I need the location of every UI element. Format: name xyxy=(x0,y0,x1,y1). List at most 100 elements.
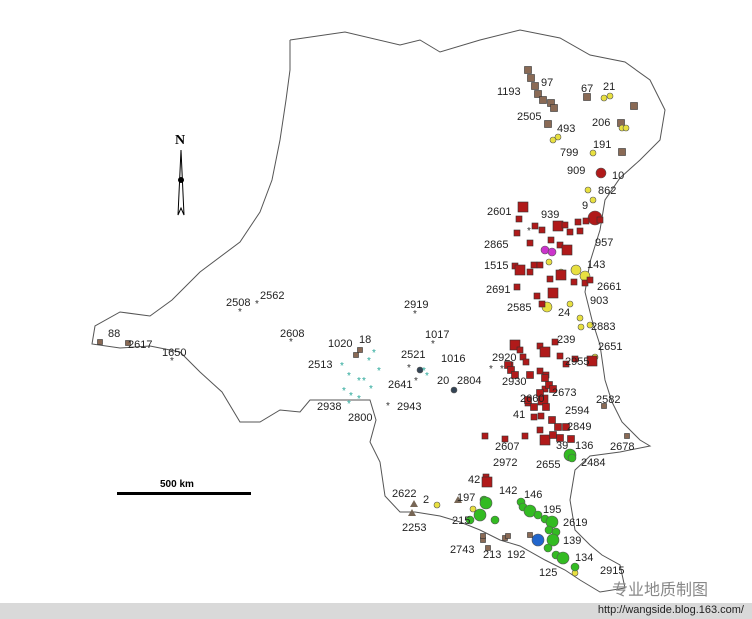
deposit-label: 2651 xyxy=(598,341,622,353)
square-marker xyxy=(538,300,546,308)
square-marker xyxy=(530,261,538,269)
square-marker xyxy=(507,366,515,374)
square-marker xyxy=(555,269,567,281)
star-marker: * xyxy=(527,226,531,237)
circle-marker xyxy=(545,258,553,266)
deposit-label: 1020 xyxy=(328,338,352,350)
deposit-label: 2915 xyxy=(600,565,624,577)
square-marker xyxy=(548,416,556,424)
square-marker xyxy=(618,148,626,156)
deposit-label: 1193 xyxy=(497,86,521,98)
deposit-label: 2919 xyxy=(404,299,428,311)
deposit-label: 2505 xyxy=(517,111,541,123)
square-marker xyxy=(524,396,532,404)
square-marker xyxy=(566,228,574,236)
deposit-label: 2691 xyxy=(486,284,510,296)
star-marker: * xyxy=(357,376,361,387)
square-marker xyxy=(624,433,630,439)
deposit-label: 2804 xyxy=(457,375,481,387)
square-marker xyxy=(545,381,553,389)
deposit-label: 142 xyxy=(499,485,517,497)
deposit-label: 21 xyxy=(603,81,615,93)
deposit-label: 139 xyxy=(563,535,581,547)
circle-marker xyxy=(589,149,597,157)
deposit-label: 1017 xyxy=(425,329,449,341)
deposit-label: 88 xyxy=(108,328,120,340)
deposit-label: 143 xyxy=(587,259,605,271)
circle-marker xyxy=(606,92,614,100)
star-marker: * xyxy=(238,307,242,318)
deposit-label: 24 xyxy=(558,307,570,319)
deposit-label: 2253 xyxy=(402,522,426,534)
star-marker: * xyxy=(369,384,373,395)
square-marker xyxy=(570,278,578,286)
square-marker xyxy=(596,216,604,224)
square-marker xyxy=(526,239,534,247)
square-marker xyxy=(536,367,544,375)
square-marker xyxy=(514,264,526,276)
scale-bar: 500 km xyxy=(117,479,251,495)
circle-marker xyxy=(433,501,441,509)
circle-marker xyxy=(589,196,597,204)
deposit-label: 2883 xyxy=(591,321,615,333)
deposit-label: 799 xyxy=(560,147,578,159)
deposit-label: 213 xyxy=(483,549,501,561)
square-marker xyxy=(576,227,584,235)
star-marker: * xyxy=(414,376,418,387)
square-marker xyxy=(551,338,559,346)
deposit-label: 239 xyxy=(557,334,575,346)
square-marker xyxy=(539,96,547,104)
square-marker xyxy=(125,340,131,346)
deposit-label: 862 xyxy=(598,185,616,197)
circle-marker xyxy=(479,496,493,510)
deposit-label: 192 xyxy=(507,549,525,561)
deposit-labels: 1193 97 67 21 2505 493 206 799 191 909 10 862 9 2601 9… xyxy=(108,77,634,579)
square-marker xyxy=(601,403,607,409)
deposit-label: 9 xyxy=(582,200,588,212)
square-marker xyxy=(97,339,103,345)
circle-marker xyxy=(546,533,560,547)
deposit-label: 206 xyxy=(592,117,610,129)
footer-url: http://wangside.blog.163.com/ xyxy=(597,604,744,616)
square-marker xyxy=(541,385,549,393)
deposit-label: 2508 xyxy=(226,297,250,309)
star-marker: * xyxy=(289,337,293,348)
star-marker: * xyxy=(362,376,366,387)
square-marker xyxy=(561,244,573,256)
deposit-label: 2585 xyxy=(507,302,531,314)
square-marker xyxy=(538,226,546,234)
star-marker: * xyxy=(347,371,351,382)
square-marker xyxy=(552,220,564,232)
circle-marker xyxy=(465,515,475,525)
circle-marker xyxy=(531,533,545,547)
north-arrow: N xyxy=(175,133,185,216)
square-marker xyxy=(511,371,519,379)
square-marker xyxy=(541,374,549,382)
deposit-label: 2943 xyxy=(397,401,421,413)
square-marker xyxy=(562,360,570,368)
deposit-label: 2678 xyxy=(610,441,634,453)
deposit-label: 2955 xyxy=(565,356,589,368)
watermark: 专业地质制图 xyxy=(612,582,709,599)
triangle-marker xyxy=(408,509,416,516)
deposit-label: 2661 xyxy=(597,281,621,293)
deposit-label: 67 xyxy=(581,83,593,95)
square-marker xyxy=(530,413,538,421)
deposit-label: 2619 xyxy=(563,517,587,529)
square-marker xyxy=(539,434,551,446)
square-marker xyxy=(571,355,579,363)
deposit-label: 146 xyxy=(524,489,542,501)
square-marker xyxy=(357,347,363,353)
circle-marker xyxy=(554,133,562,141)
deposit-label: 909 xyxy=(567,165,585,177)
circle-marker xyxy=(566,300,574,308)
square-marker xyxy=(531,222,539,230)
deposit-markers: ******* * **** ***** * ***** *** xyxy=(97,66,638,577)
square-marker xyxy=(567,435,575,443)
star-marker: * xyxy=(413,309,417,320)
square-marker xyxy=(549,431,557,439)
square-marker xyxy=(561,221,569,229)
square-marker xyxy=(481,476,493,488)
deposit-label: 20 xyxy=(437,375,449,387)
circle-marker xyxy=(549,136,557,144)
